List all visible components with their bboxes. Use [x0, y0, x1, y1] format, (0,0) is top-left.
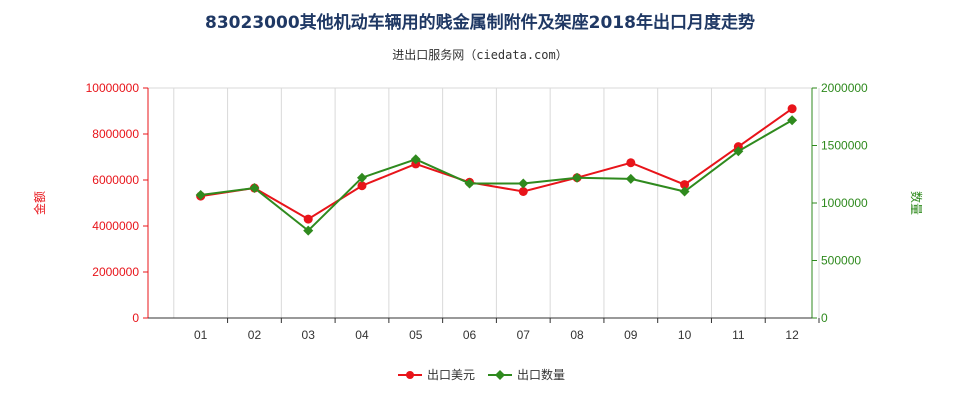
x-tick-label: 09 [624, 328, 638, 342]
point-qty [733, 146, 744, 157]
point-qty [303, 225, 314, 236]
left-tick-label: 8000000 [92, 127, 139, 141]
point-qty [356, 172, 367, 183]
right-tick-label: 0 [821, 311, 828, 325]
right-axis-title: 数量 [909, 191, 924, 215]
chart-title: 83023000其他机动车辆用的贱金属制附件及架座2018年出口月度走势 [205, 13, 755, 33]
x-tick-label: 04 [355, 328, 369, 342]
series-line-usd [200, 107, 793, 221]
legend-usd-marker [406, 371, 414, 379]
point-qty [249, 183, 260, 194]
x-tick-label: 11 [732, 328, 745, 342]
point-usd [518, 187, 528, 196]
x-tick-label: 08 [570, 328, 584, 342]
legend-usd-label: 出口美元 [427, 368, 475, 382]
point-qty [464, 178, 475, 189]
point-usd [303, 214, 313, 224]
point-qty [679, 186, 690, 197]
x-tick-label: 05 [409, 328, 423, 342]
point-qty [572, 172, 583, 183]
point-usd [787, 104, 797, 114]
left-tick-label: 10000000 [86, 81, 140, 95]
series-line-qty [200, 119, 793, 232]
point-qty [625, 173, 636, 184]
right-tick-label: 2000000 [821, 81, 868, 95]
point-usd [626, 158, 636, 168]
right-tick-label: 500000 [821, 254, 861, 268]
point-qty [195, 189, 206, 200]
point-qty [787, 115, 798, 126]
point-usd [357, 181, 367, 191]
x-tick-label: 03 [302, 328, 316, 342]
x-tick-label: 01 [194, 328, 208, 342]
legend-qty-label: 出口数量 [517, 367, 565, 382]
left-tick-label: 0 [132, 311, 139, 325]
legend-qty-marker [495, 370, 505, 380]
x-tick-label: 12 [785, 328, 799, 342]
x-tick-label: 06 [463, 328, 477, 342]
x-tick-label: 10 [678, 328, 692, 342]
right-tick-label: 1500000 [821, 139, 868, 153]
x-tick-label: 02 [248, 328, 262, 342]
x-tick-label: 07 [517, 328, 531, 342]
point-usd [680, 180, 690, 190]
left-tick-label: 6000000 [92, 173, 139, 187]
left-tick-label: 4000000 [92, 219, 139, 233]
left-tick-label: 2000000 [92, 265, 139, 279]
left-axis-title: 金额 [32, 191, 47, 215]
point-qty [518, 178, 529, 189]
point-qty [410, 154, 421, 165]
right-tick-label: 1000000 [821, 196, 868, 210]
chart-subtitle: 进出口服务网（ciedata.com） [392, 48, 568, 62]
